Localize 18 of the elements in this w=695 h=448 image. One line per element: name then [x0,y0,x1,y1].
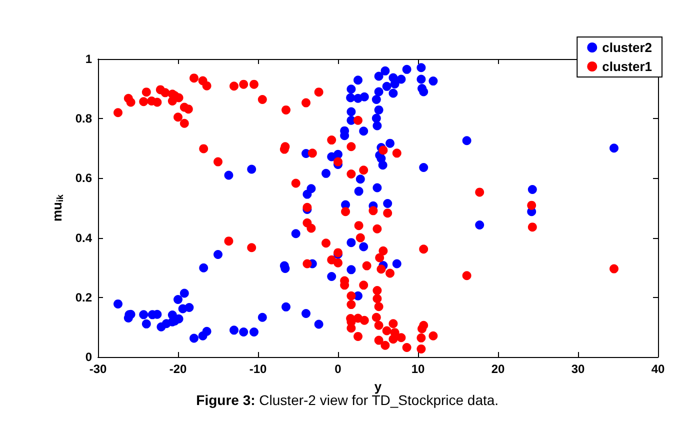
y-tick-label: 0.4 [75,230,92,245]
x-tick-label: -10 [249,362,267,376]
x-tick-label: -20 [169,362,187,376]
x-tick-label: 30 [571,362,585,376]
x-tick-label: 40 [651,362,665,376]
legend-label: cluster1 [602,59,652,74]
legend-label: cluster2 [602,40,652,55]
x-tick-label: -30 [89,362,107,376]
x-tick-label: 10 [411,362,425,376]
x-tick-label: 20 [491,362,505,376]
x-axis-title: y [374,378,382,394]
y-tick-label: 1 [85,52,92,66]
y-axis-title: muik [49,194,65,222]
y-tick-label: 0.6 [75,171,92,186]
x-tick-label: 0 [334,362,342,376]
y-tick-label: 0 [85,350,92,364]
y-tick-label: 0.2 [75,290,92,304]
y-tick-label: 0.8 [75,112,92,126]
